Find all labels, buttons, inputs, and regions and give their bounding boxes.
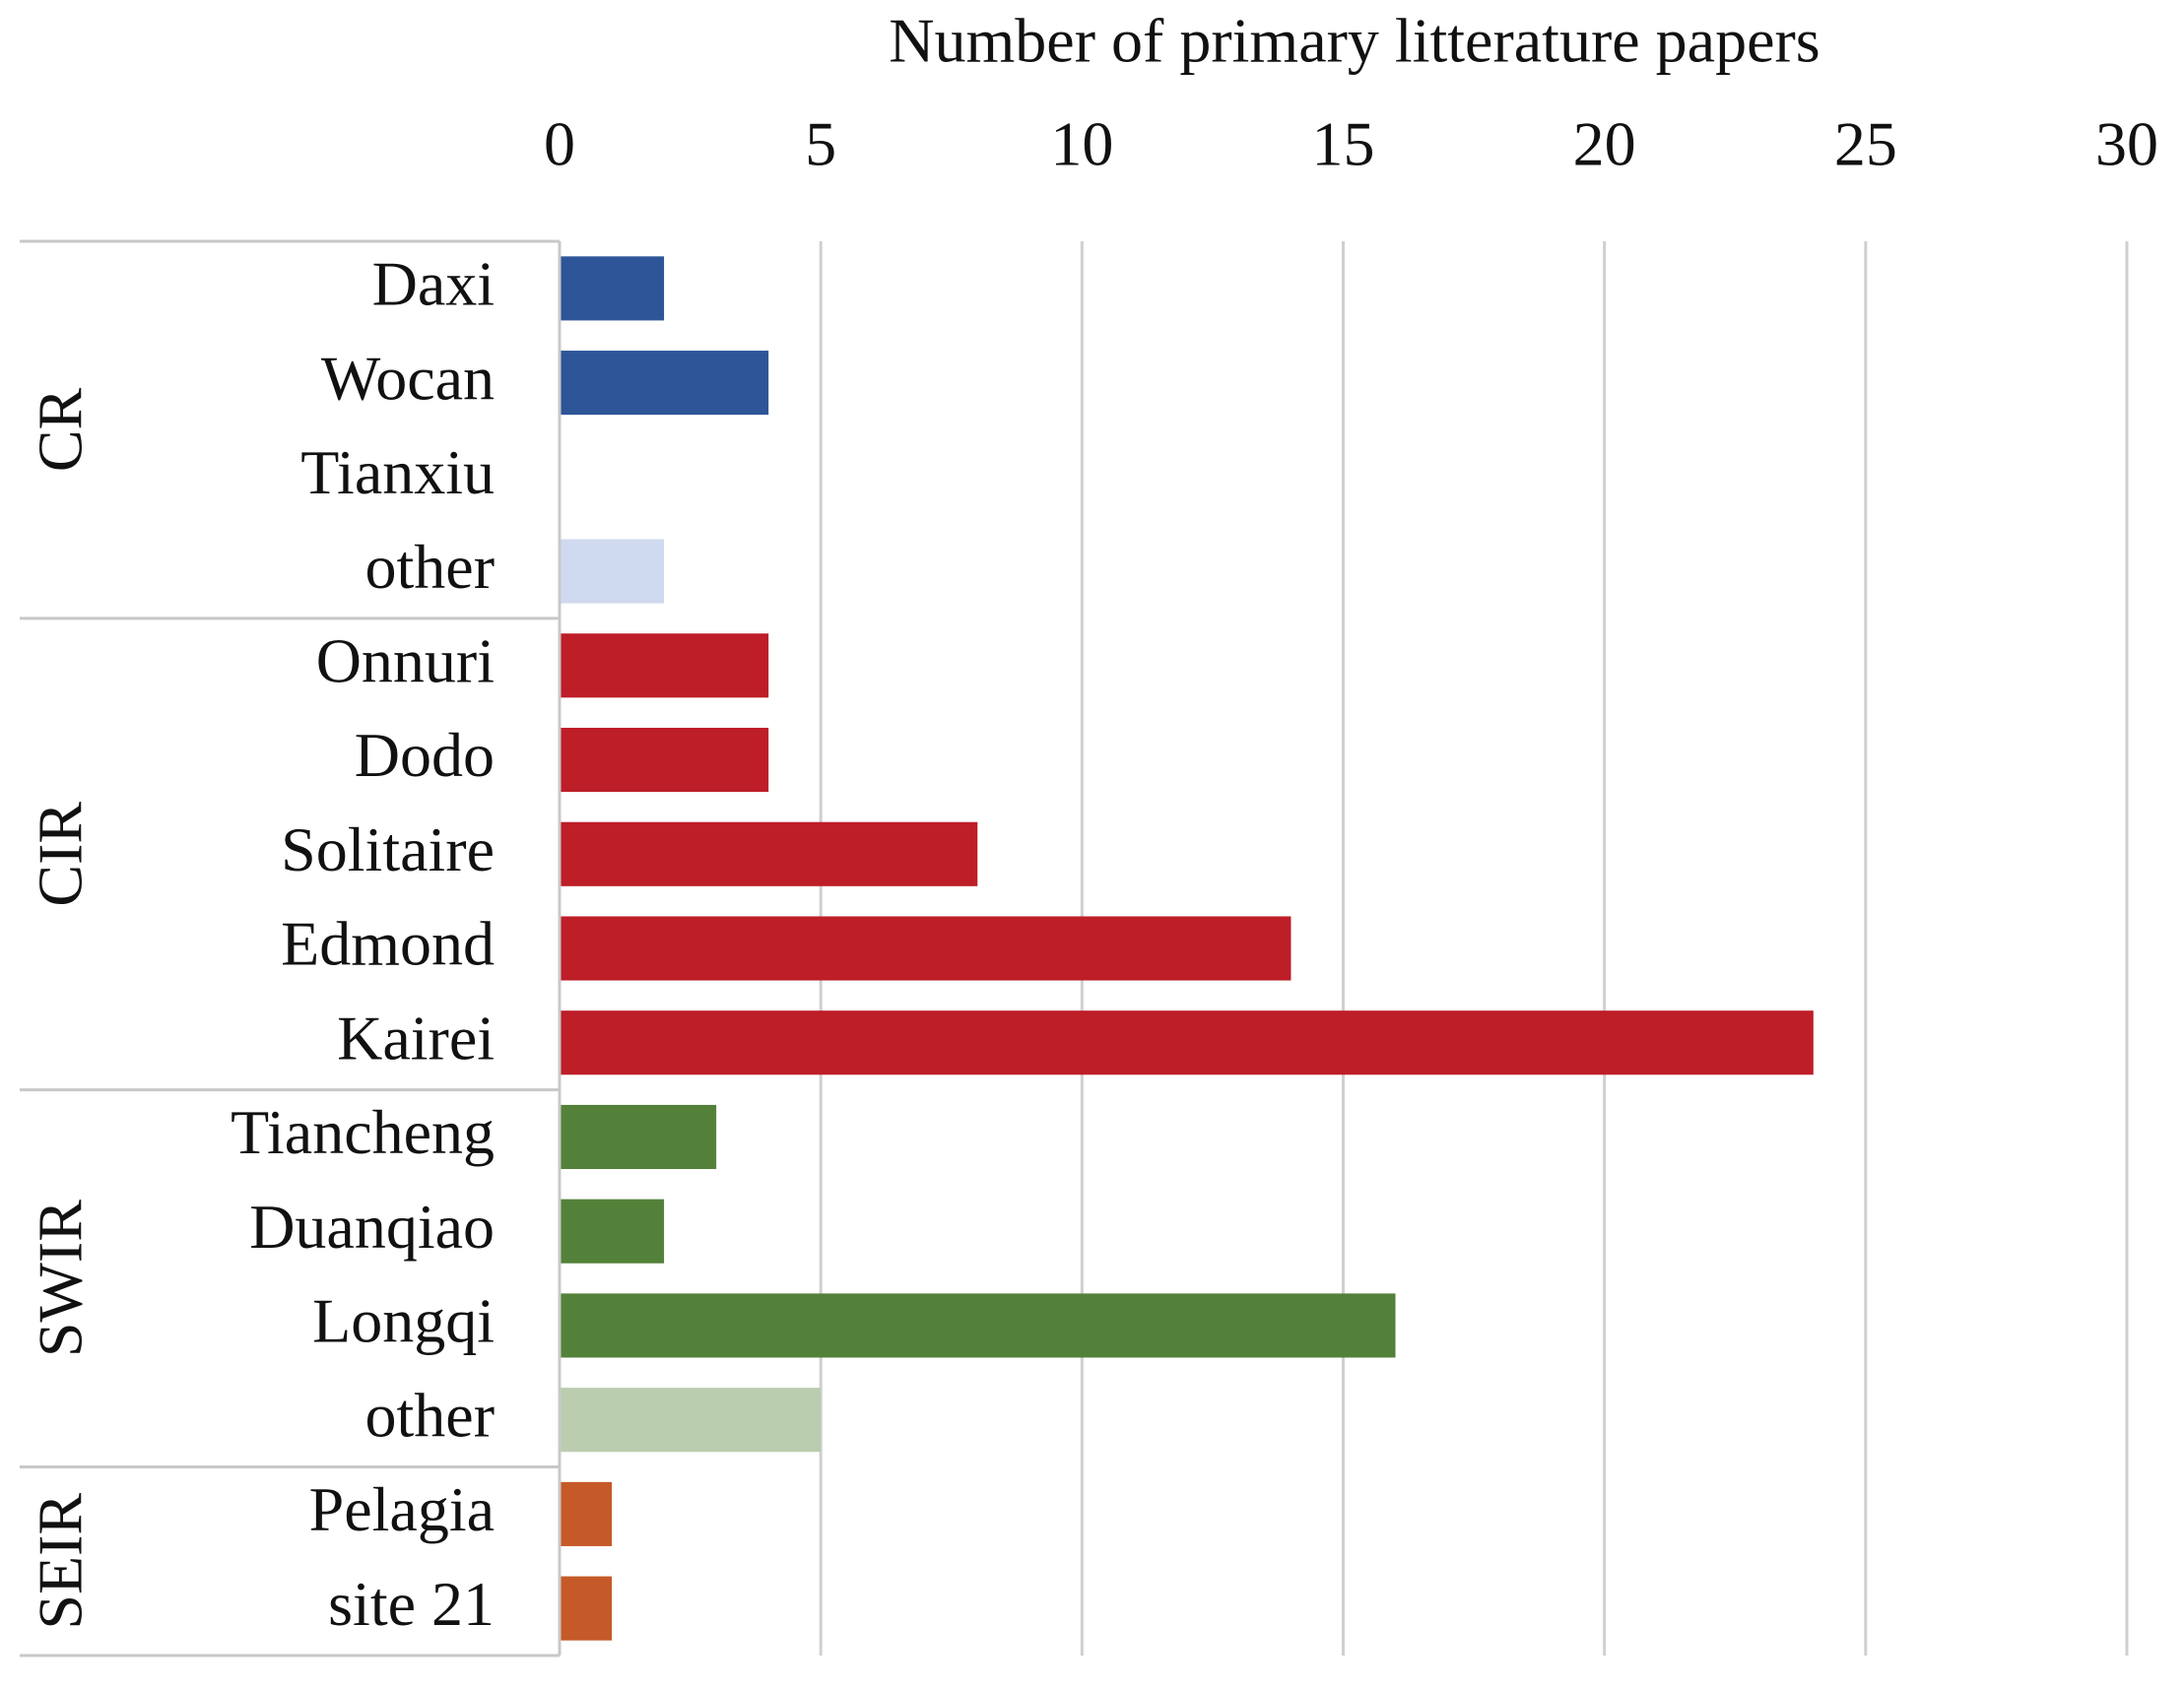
y-tick-label: Tiancheng <box>231 1097 495 1167</box>
bar <box>560 1293 1396 1358</box>
group-label: CR <box>26 387 96 472</box>
y-tick-label: other <box>365 532 496 602</box>
y-tick-label: Wocan <box>321 343 495 413</box>
bar <box>560 1199 665 1264</box>
x-tick-label: 25 <box>1834 109 1897 179</box>
group-label: SEIR <box>26 1493 96 1630</box>
y-tick-label: Duanqiao <box>249 1192 495 1262</box>
y-tick-label: other <box>365 1380 496 1450</box>
x-tick-label: 15 <box>1312 109 1375 179</box>
bar <box>560 1481 613 1546</box>
y-tick-label: Tianxiu <box>300 437 495 507</box>
x-tick-label: 5 <box>805 109 836 179</box>
y-tick-label: Pelagia <box>309 1474 495 1544</box>
bar <box>560 1576 613 1641</box>
y-tick-label: Edmond <box>281 909 495 979</box>
y-tick-label: site 21 <box>328 1569 495 1639</box>
bar <box>560 1010 1814 1075</box>
bar <box>560 351 769 416</box>
group-label: CIR <box>26 802 96 907</box>
x-tick-label: 10 <box>1050 109 1113 179</box>
x-tick-label: 30 <box>2095 109 2158 179</box>
x-tick-label: 0 <box>544 109 575 179</box>
bar <box>560 633 769 698</box>
bar <box>560 1104 717 1170</box>
bar <box>560 539 665 604</box>
x-tick-label: 20 <box>1573 109 1636 179</box>
y-tick-label: Daxi <box>372 249 495 319</box>
y-tick-label: Dodo <box>355 720 495 790</box>
y-tick-label: Solitaire <box>281 814 495 884</box>
y-tick-label: Longqi <box>312 1286 495 1356</box>
group-label: SWIR <box>26 1200 96 1357</box>
y-tick-label: Onnuri <box>316 625 495 695</box>
bar <box>560 256 665 321</box>
bar <box>560 916 1291 981</box>
bar <box>560 727 769 793</box>
y-tick-label: Kairei <box>337 1003 495 1072</box>
chart-title: Number of primary litterature papers <box>889 6 1820 76</box>
bar <box>560 821 978 886</box>
bar <box>560 1388 822 1453</box>
